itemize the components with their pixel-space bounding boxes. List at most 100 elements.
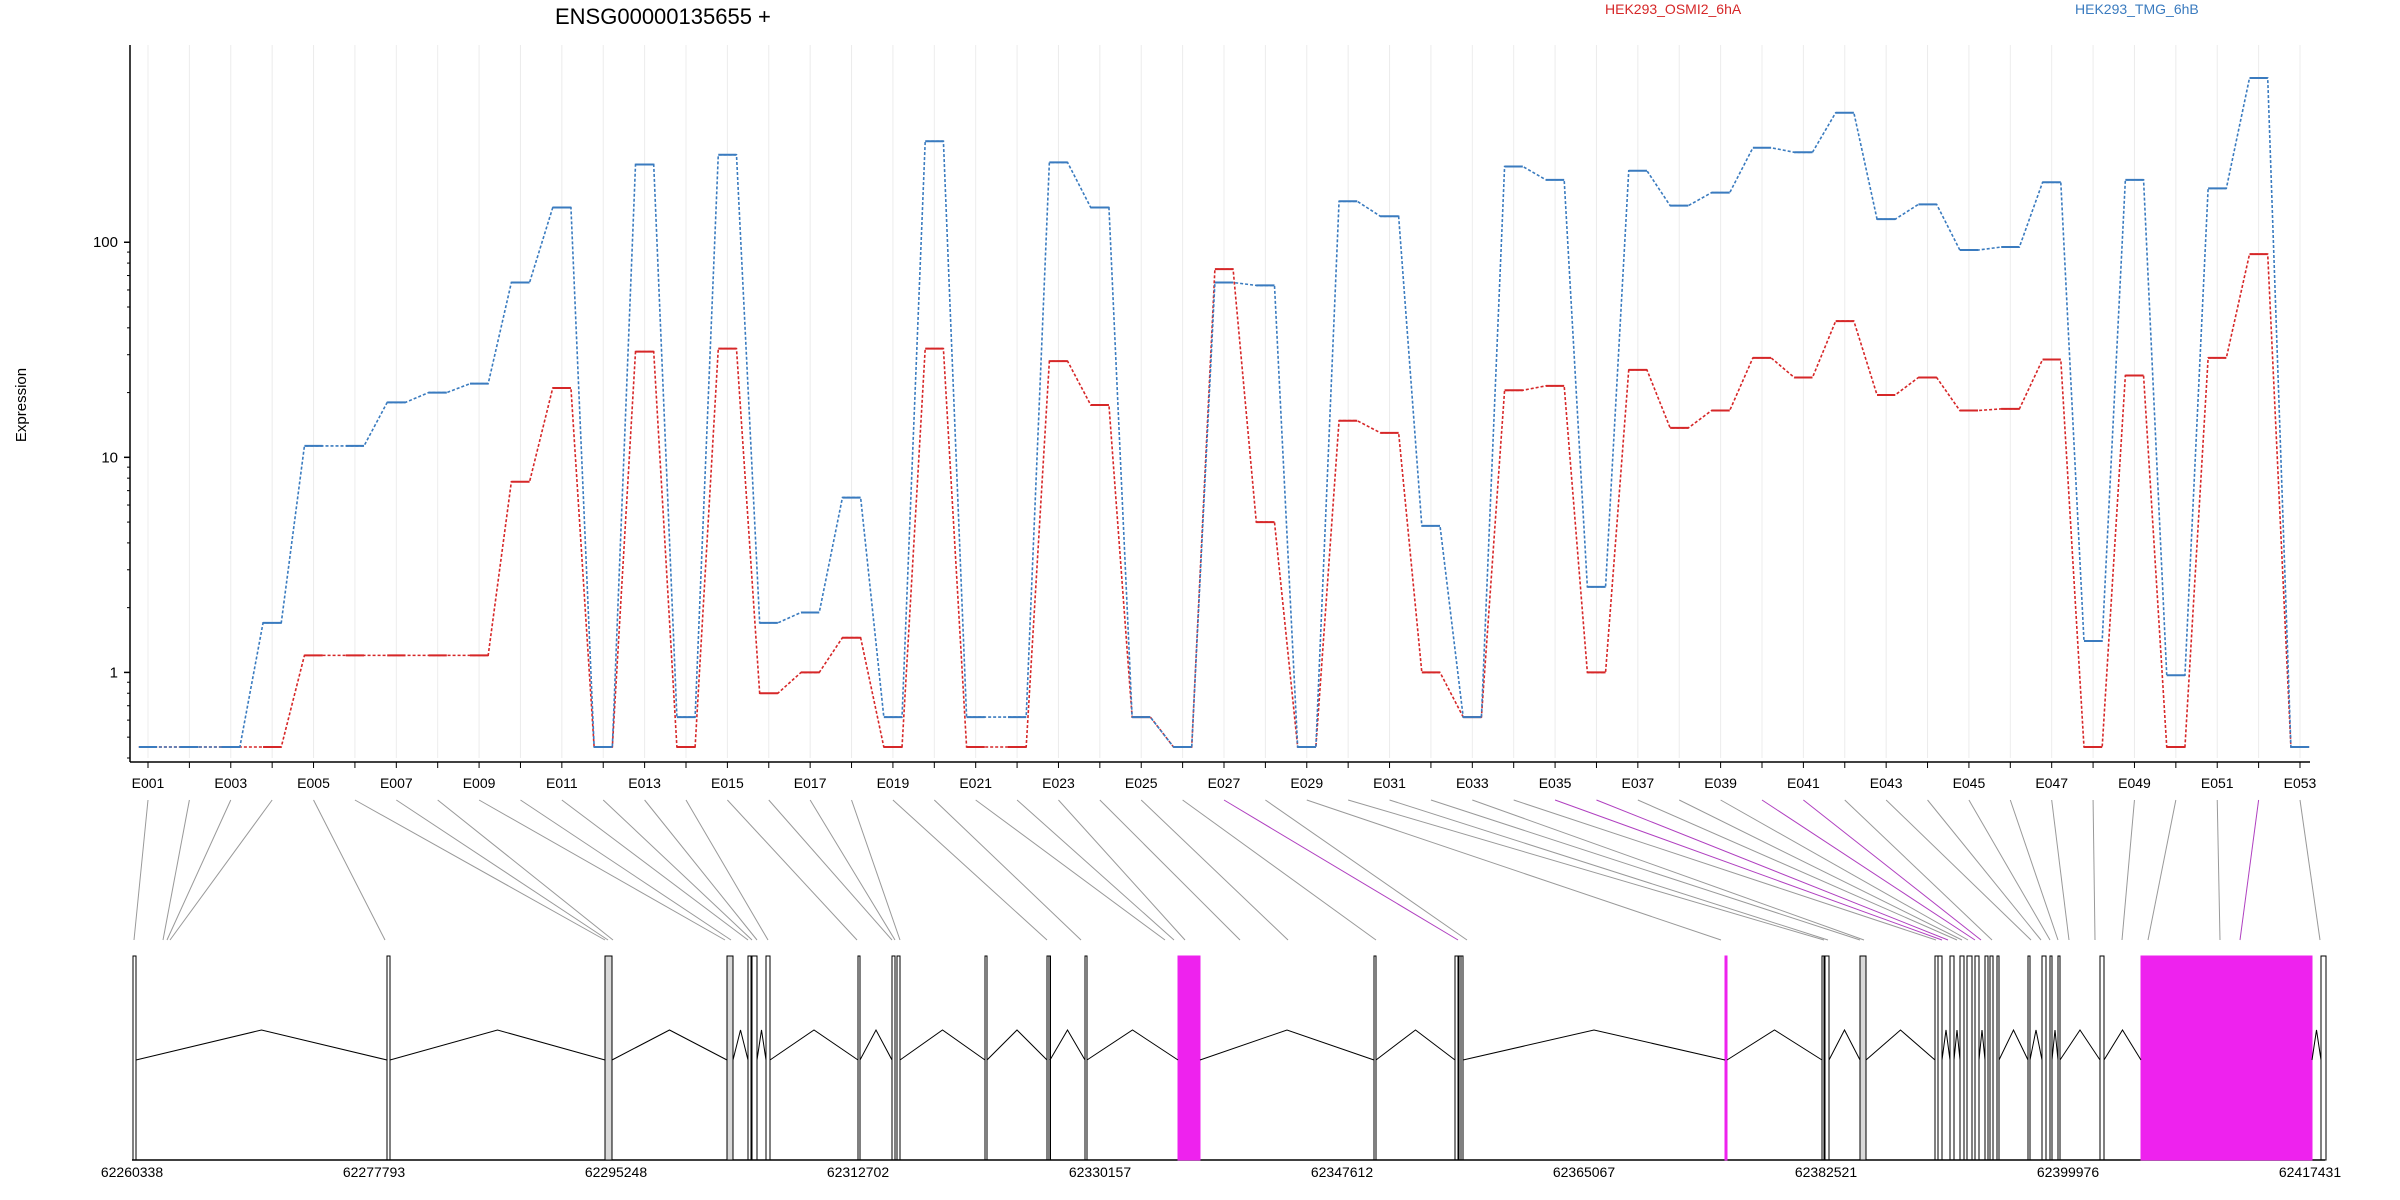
coordinate-label: 62399976 (2037, 1164, 2100, 1180)
x-tick-label: E039 (1704, 775, 1737, 791)
exon-connector (1596, 799, 1949, 941)
exon-box (1974, 955, 1980, 1161)
intron-line (769, 1029, 859, 1061)
exon-connector (1016, 799, 1175, 941)
exon-box (1373, 955, 1377, 1161)
exon-box (751, 955, 758, 1161)
exon-connector (1389, 799, 1829, 941)
coordinate-label: 62382521 (1795, 1164, 1858, 1180)
x-tick-label: E017 (794, 775, 827, 791)
exon-connector (809, 799, 896, 941)
intron-line (1941, 1029, 1951, 1061)
exon-connector (1637, 799, 1958, 941)
intron-line (2029, 1029, 2043, 1061)
x-tick-label: E049 (2118, 775, 2151, 791)
exon-connector (354, 799, 606, 941)
exon-connector (602, 799, 753, 941)
intron-line (2311, 1029, 2322, 1061)
x-tick-label: E005 (297, 775, 330, 791)
intron-line (2051, 1029, 2059, 1061)
x-tick-label: E023 (1042, 775, 1075, 791)
exon-connector (2009, 799, 2059, 941)
intron-line (899, 1029, 986, 1061)
exon-connector (1099, 799, 1241, 941)
exon-box (891, 955, 896, 1161)
tick-labels: 1 10 100 E001 E003 E005 E007 E009 E011 E013 E015 E0… (93, 234, 2317, 791)
series-osmi2 (138, 253, 2310, 748)
exon-connector (1554, 799, 1943, 941)
exon-box (1984, 955, 1989, 1161)
exon-box (2041, 955, 2047, 1161)
x-tick-label: E021 (959, 775, 992, 791)
coordinate-label: 62417431 (2279, 1164, 2342, 1180)
exon-connector (1927, 799, 2042, 941)
exon-connector (2216, 799, 2221, 941)
exon-connector (2051, 799, 2070, 941)
exon-connector (478, 799, 726, 941)
x-tick-label: E043 (1870, 775, 1903, 791)
x-tick-label: E015 (711, 775, 744, 791)
exon-connector (437, 799, 614, 941)
intron-line (611, 1029, 728, 1061)
exon-connector (1968, 799, 2051, 941)
exon-box (1989, 955, 1994, 1161)
x-tick-label: E053 (2284, 775, 2317, 791)
exon-connector (169, 799, 273, 941)
exon-box (857, 955, 861, 1161)
y-tick-label: 1 (110, 664, 118, 681)
x-tick-label: E009 (463, 775, 496, 791)
exon-box (1824, 955, 1830, 1161)
exon-box (1959, 955, 1965, 1161)
exon-box (1859, 955, 1867, 1161)
intron-line (389, 1029, 606, 1061)
exon-connector (685, 799, 769, 941)
exon-box (1937, 955, 1943, 1161)
exon-box (747, 955, 752, 1161)
x-tick-label: E013 (628, 775, 661, 791)
exon-connector (1058, 799, 1186, 941)
coordinate-label: 62260338 (101, 1164, 164, 1180)
exon-connector (1306, 799, 1722, 941)
exon-connector (851, 799, 901, 941)
intron-line (732, 1029, 749, 1061)
exon-connector-lines (133, 799, 2321, 941)
exon-connector (1430, 799, 1861, 941)
intron-line (1953, 1029, 1961, 1061)
coordinate-label: 62277793 (343, 1164, 406, 1180)
exon-connector (1679, 799, 1963, 941)
y-tick-label: 10 (101, 449, 118, 466)
intron-line (1865, 1029, 1936, 1061)
exon-box (1996, 955, 2000, 1161)
exon-connector (644, 799, 758, 941)
exon-box (726, 955, 734, 1161)
series-line (138, 77, 2310, 748)
exon-connector (1513, 799, 1937, 941)
x-tick-label: E037 (1621, 775, 1654, 791)
intron-line (756, 1029, 767, 1061)
intron-line (1726, 1029, 1823, 1061)
coordinate-label: 62312702 (827, 1164, 890, 1180)
exon-connector (133, 799, 149, 941)
exon-connector (2092, 799, 2096, 941)
exon-connector (1472, 799, 1865, 941)
legend-entry-osmi2: HEK293_OSMI2_6hA (1605, 1, 1742, 17)
x-tick-label: E051 (2201, 775, 2234, 791)
exon-box (1966, 955, 1973, 1161)
x-tick-label: E007 (380, 775, 413, 791)
exon-connector (727, 799, 858, 941)
exon-connector (1761, 799, 1976, 941)
x-tick-label: E045 (1953, 775, 1986, 791)
intron-line (1978, 1029, 1986, 1061)
expression-series (138, 77, 2310, 748)
exon-connector (1182, 799, 1377, 941)
coordinate-label: 62365067 (1553, 1164, 1616, 1180)
intron-line (1998, 1028, 2029, 1061)
exon-box (1460, 955, 1464, 1161)
exon-box (2140, 955, 2313, 1161)
exon-box (765, 955, 771, 1161)
exon-connector (1720, 799, 1969, 941)
exon-box (1821, 955, 1825, 1161)
intron-line (2059, 1029, 2101, 1061)
exon-connector (561, 799, 749, 941)
